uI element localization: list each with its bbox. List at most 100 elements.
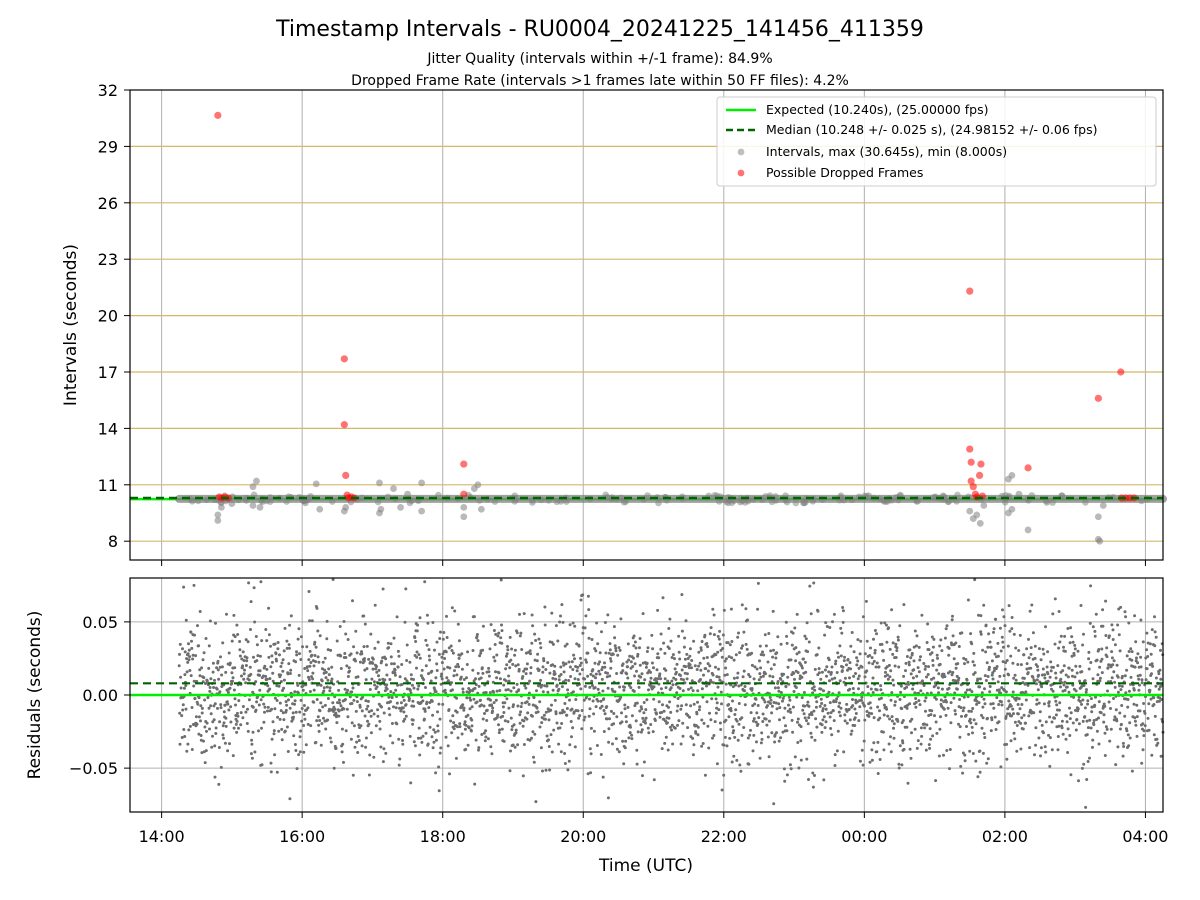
- residual-point: [1065, 720, 1069, 724]
- residual-point: [912, 668, 916, 672]
- residual-point: [563, 752, 567, 755]
- residual-point: [1041, 647, 1045, 651]
- residual-point: [935, 653, 939, 657]
- residual-point: [384, 751, 388, 755]
- residual-point: [680, 704, 684, 708]
- residual-point: [352, 645, 356, 649]
- residual-point: [1009, 739, 1013, 743]
- residual-point: [1121, 754, 1125, 758]
- residual-point: [283, 626, 287, 630]
- residual-point: [633, 662, 637, 666]
- residual-point: [265, 639, 269, 643]
- residual-point: [1139, 665, 1143, 669]
- residual-point: [411, 718, 415, 722]
- residual-point: [696, 725, 700, 729]
- residual-point: [478, 698, 482, 702]
- residual-point: [493, 659, 497, 663]
- residual-point: [524, 672, 528, 676]
- residual-point: [666, 679, 670, 683]
- residual-point: [820, 723, 824, 727]
- residual-point: [258, 669, 262, 673]
- residual-point: [1100, 657, 1104, 661]
- residual-point: [338, 701, 342, 705]
- interval-point: [266, 494, 274, 501]
- residual-point: [208, 619, 212, 623]
- residual-point: [242, 659, 246, 662]
- residual-point: [741, 675, 745, 679]
- residual-point: [753, 665, 757, 669]
- residual-point: [275, 699, 279, 702]
- residual-point: [787, 682, 791, 686]
- residual-point: [803, 716, 807, 720]
- residual-point: [496, 634, 500, 638]
- residual-point: [402, 698, 406, 702]
- residual-point: [591, 668, 595, 672]
- residual-point: [183, 673, 187, 677]
- residual-point: [1077, 722, 1081, 726]
- residual-point: [897, 766, 901, 770]
- residual-point: [297, 753, 301, 757]
- residual-point: [1126, 733, 1130, 737]
- residual-point: [617, 750, 621, 754]
- residual-point: [440, 655, 444, 659]
- residual-point: [942, 672, 946, 676]
- residual-point: [760, 731, 764, 735]
- residual-point: [860, 665, 864, 669]
- residual-point: [1105, 727, 1109, 731]
- residual-point: [1147, 728, 1151, 732]
- residual-point: [356, 675, 360, 679]
- residual-point: [351, 773, 355, 777]
- residual-point: [948, 748, 952, 751]
- residual-point: [186, 742, 190, 746]
- residual-point: [893, 664, 897, 668]
- residual-point: [654, 677, 658, 681]
- residual-point: [743, 703, 747, 707]
- residual-point: [393, 673, 397, 677]
- residual-point: [242, 672, 246, 676]
- residual-point: [1004, 715, 1008, 718]
- residual-point: [455, 696, 459, 700]
- residual-point: [273, 707, 277, 711]
- residual-point: [763, 700, 767, 704]
- residual-point: [518, 713, 522, 717]
- residual-point: [364, 736, 368, 740]
- residual-point: [1043, 676, 1047, 680]
- residual-point: [635, 762, 639, 766]
- residual-point: [326, 648, 330, 652]
- residual-point: [825, 665, 829, 669]
- residual-point: [913, 629, 917, 633]
- residual-point: [483, 739, 487, 743]
- residuals-y-axis-label: Residuals (seconds): [25, 611, 45, 780]
- residual-point: [273, 696, 277, 700]
- residual-point: [410, 683, 414, 687]
- residual-point: [518, 634, 522, 638]
- residual-point: [1089, 661, 1093, 664]
- residual-point: [557, 687, 561, 691]
- residual-point: [232, 726, 236, 730]
- residual-point: [520, 701, 524, 705]
- residual-point: [519, 710, 523, 714]
- residual-point: [960, 631, 964, 635]
- residual-point: [978, 685, 982, 689]
- residual-point: [555, 683, 559, 687]
- residual-point: [1001, 608, 1004, 612]
- residual-point: [776, 680, 780, 683]
- residual-point: [197, 644, 201, 648]
- residual-point: [964, 658, 968, 661]
- residual-point: [604, 651, 608, 655]
- residual-point: [664, 719, 667, 723]
- residual-point: [475, 700, 479, 704]
- residual-point: [485, 719, 489, 722]
- residual-point: [501, 705, 505, 709]
- residual-point: [632, 656, 635, 660]
- residual-point: [919, 689, 923, 693]
- residual-point: [498, 689, 502, 692]
- residual-point: [1126, 698, 1130, 701]
- residual-point: [835, 671, 839, 674]
- residual-point: [357, 739, 361, 742]
- residual-point: [692, 639, 696, 643]
- residual-point: [1115, 663, 1119, 667]
- residual-point: [465, 676, 468, 680]
- residual-point: [692, 743, 696, 747]
- residual-point: [1117, 633, 1121, 637]
